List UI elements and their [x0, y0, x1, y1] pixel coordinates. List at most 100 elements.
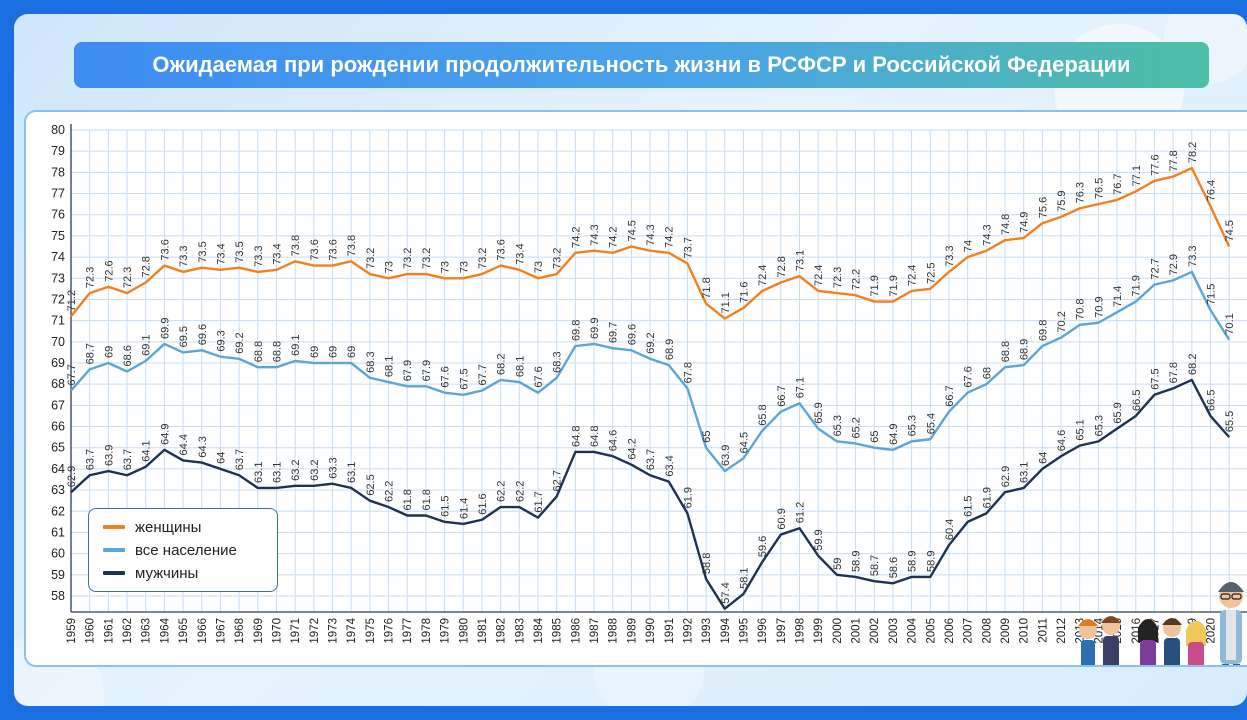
- data-label-all: 71.4: [1112, 286, 1124, 307]
- series-line-women: [70, 166, 1231, 320]
- legend-item-men: мужчины: [103, 563, 198, 583]
- y-tick-label: 66: [51, 420, 65, 434]
- data-label-women: 74.2: [570, 226, 582, 247]
- data-label-men: 62.9: [66, 466, 78, 487]
- y-tick-label: 74: [51, 250, 65, 264]
- x-tick-label: 1985: [552, 618, 564, 644]
- y-tick-label: 78: [51, 165, 65, 179]
- person-figure: [1138, 619, 1158, 665]
- x-tick-label: 1980: [458, 618, 470, 644]
- data-label-women: 72.3: [122, 267, 134, 288]
- x-tick-label: 1982: [496, 618, 508, 644]
- data-label-men: 61.8: [421, 489, 433, 510]
- y-tick-label: 75: [51, 229, 65, 243]
- x-tick-label: 2011: [1037, 618, 1049, 643]
- data-label-all: 69: [309, 346, 321, 358]
- data-label-all: 68.8: [1000, 341, 1012, 362]
- data-label-all: 67.7: [477, 364, 489, 385]
- legend-swatch-women: [103, 525, 125, 529]
- y-tick-label: 65: [51, 441, 65, 455]
- x-tick-label: 1988: [608, 618, 620, 644]
- x-tick-label: 1984: [533, 617, 545, 643]
- data-label-men: 61.2: [795, 502, 807, 523]
- data-label-men: 61.9: [682, 487, 694, 508]
- data-label-men: 58.9: [851, 551, 863, 572]
- data-label-men: 58.1: [738, 567, 750, 588]
- data-label-women: 73.6: [309, 239, 321, 260]
- data-label-women: 73.1: [795, 250, 807, 271]
- data-label-all: 70.2: [1056, 311, 1068, 332]
- data-label-women: 73: [533, 261, 545, 273]
- data-label-all: 63.9: [720, 445, 732, 466]
- data-label-all: 69.6: [197, 324, 209, 345]
- people-illustration: [1078, 582, 1244, 665]
- x-tick-label: 1970: [271, 618, 283, 644]
- data-label-all: 71.5: [1205, 284, 1217, 305]
- data-label-men: 65.3: [1093, 415, 1105, 436]
- x-tick-label: 1986: [570, 618, 582, 644]
- data-label-women: 73.2: [365, 248, 377, 269]
- y-tick-label: 62: [51, 504, 65, 518]
- data-label-men: 62.2: [514, 481, 526, 502]
- y-tick-label: 77: [51, 187, 65, 201]
- data-label-women: 74.3: [589, 224, 601, 245]
- data-label-all: 67.7: [66, 364, 78, 385]
- x-tick-label: 1966: [197, 618, 209, 644]
- data-label-women: 73: [384, 261, 396, 273]
- chart-panel: 58 59 60 61 62 63 64 65 66 67 68 69 70 71 72 73 74 75 76 77…: [24, 110, 1247, 667]
- data-label-all: 67.6: [963, 366, 975, 387]
- legend-label-women: женщины: [135, 518, 202, 536]
- data-label-men: 58.7: [869, 555, 881, 576]
- x-tick-label: 1990: [645, 618, 657, 644]
- data-label-men: 63.2: [290, 459, 302, 480]
- data-label-women: 76.7: [1112, 173, 1124, 194]
- data-label-all: 69: [328, 346, 340, 358]
- data-label-women: 73.2: [421, 248, 433, 269]
- x-tick-label: 1998: [795, 618, 807, 644]
- data-label-all: 64.9: [888, 423, 900, 444]
- y-tick-label: 68: [51, 377, 65, 391]
- x-tick-label: 1979: [440, 618, 452, 644]
- data-label-women: 74.5: [1224, 220, 1236, 241]
- x-tick-label: 1989: [626, 618, 638, 644]
- x-tick-label: 1968: [234, 618, 246, 644]
- chart-legend: женщины все население мужчины: [88, 508, 278, 592]
- y-tick-label: 67: [51, 398, 65, 412]
- data-label-all: 65: [869, 430, 881, 442]
- x-tick-label: 1995: [738, 618, 750, 644]
- data-label-men: 58.9: [925, 551, 937, 572]
- data-label-women: 73.6: [328, 239, 340, 260]
- data-label-women: 72.3: [85, 267, 97, 288]
- data-label-women: 71.6: [738, 282, 750, 303]
- data-label-men: 61.8: [402, 489, 414, 510]
- data-label-all: 68.9: [1019, 339, 1031, 360]
- data-label-women: 71.8: [701, 277, 713, 298]
- x-tick-label: 2004: [907, 617, 919, 643]
- x-tick-label: 1961: [103, 618, 115, 644]
- data-label-women: 71.9: [888, 275, 900, 296]
- data-label-men: 63.2: [309, 459, 321, 480]
- x-tick-label: 2009: [1000, 618, 1012, 644]
- data-label-all: 69: [346, 346, 358, 358]
- data-label-women: 72.3: [832, 267, 844, 288]
- data-label-men: 63.1: [346, 462, 358, 483]
- data-label-all: 65.3: [907, 415, 919, 436]
- x-tick-label: 2007: [963, 618, 975, 644]
- y-tick-label: 71: [51, 314, 65, 328]
- data-label-men: 58.8: [701, 553, 713, 574]
- data-label-men: 62.5: [365, 474, 377, 495]
- data-label-men: 64.6: [608, 430, 620, 451]
- data-label-all: 68.8: [253, 341, 265, 362]
- data-label-women: 74.8: [1000, 214, 1012, 235]
- y-tick-label: 61: [51, 525, 65, 539]
- x-tick-label: 2005: [925, 618, 937, 644]
- data-label-women: 74.5: [626, 220, 638, 241]
- data-label-men: 63.7: [645, 449, 657, 470]
- data-label-all: 69: [103, 346, 115, 358]
- x-tick-label: 2000: [832, 618, 844, 644]
- data-label-women: 71.1: [720, 292, 732, 313]
- data-label-all: 69.8: [570, 320, 582, 341]
- data-label-all: 65.9: [813, 402, 825, 423]
- data-label-men: 63.7: [122, 449, 134, 470]
- data-label-all: 69.9: [589, 318, 601, 339]
